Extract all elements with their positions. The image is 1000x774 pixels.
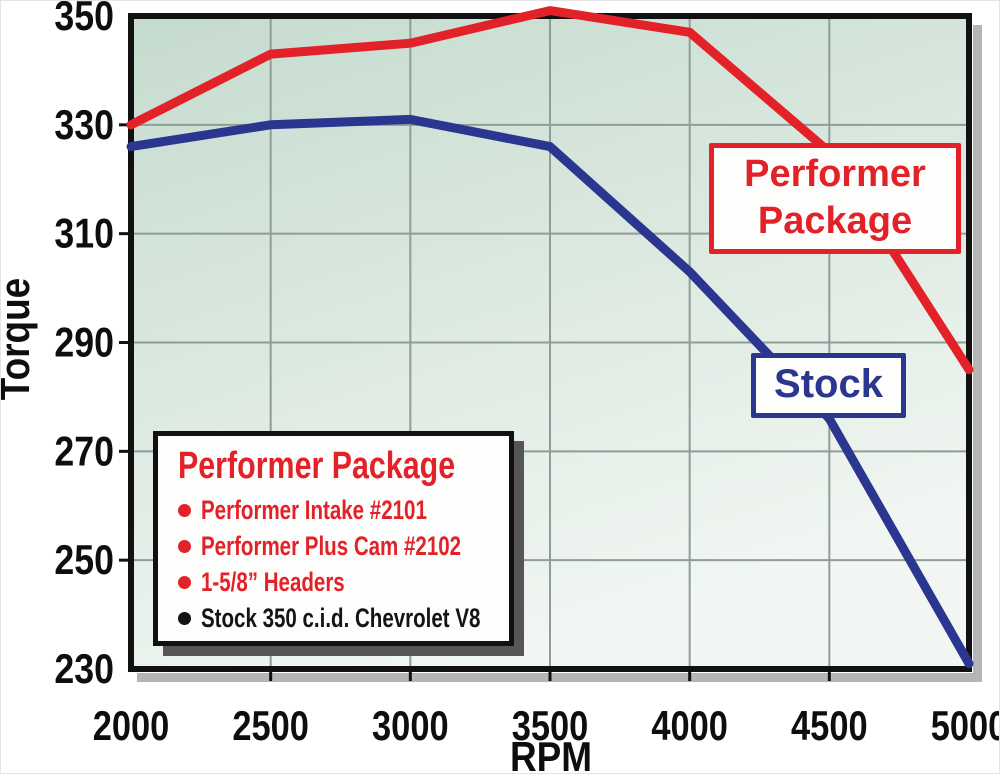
y-tick-label-250: 250 [54,538,114,584]
legend-item-text: Stock 350 c.i.d. Chevrolet V8 [201,602,481,633]
legend-item: Performer Plus Cam #2102 [178,528,495,564]
y-tick-label-230: 230 [54,646,114,692]
x-tick-label-3000: 3000 [372,703,449,750]
x-tick-label-5000: 5000 [931,703,1000,750]
performer-callout-line1: Performer [744,153,926,195]
stock-callout: Stock [751,353,906,418]
performer-callout-line2: Package [757,200,913,242]
y-tick-label-350: 350 [54,1,114,40]
x-axis-title: RPM [510,734,592,774]
legend-item: Performer Intake #2101 [178,492,495,528]
legend-item: 1-5/8” Headers [178,564,495,600]
legend-item: Stock 350 c.i.d. Chevrolet V8 [178,600,495,636]
y-axis-title: Torque [1,278,39,400]
legend-item-text: 1-5/8” Headers [201,566,345,597]
y-tick-label-290: 290 [54,320,114,366]
legend-bullet-icon [178,611,191,625]
legend-item-text: Performer Plus Cam #2102 [201,530,462,561]
legend-bullet-icon [178,539,191,553]
stock-line [126,114,974,669]
x-tick-label-2500: 2500 [232,703,309,750]
y-tick-label-270: 270 [54,429,114,475]
plot-border [128,13,972,672]
stock-callout-text: Stock [774,362,883,406]
legend-box: Performer Package Performer Intake #2101… [153,431,514,646]
x-tick-label-2000: 2000 [93,703,170,750]
legend-bullet-icon [178,503,191,517]
x-tick-label-4000: 4000 [651,703,728,750]
legend-item-list: Performer Intake #2101 Performer Plus Cam… [178,492,495,636]
y-tick-label-310: 310 [54,211,114,257]
y-tick-label-330: 330 [54,102,114,148]
legend-title: Performer Package [178,445,456,487]
x-tick-label-3500: 3500 [512,703,589,750]
legend-item-text: Performer Intake #2101 [201,494,427,525]
axis-shadow-bottom [137,673,981,682]
x-tick-label-4500: 4500 [791,703,868,750]
legend-bullet-icon [178,575,191,589]
performer-package-callout: Performer Package [709,143,961,254]
axis-shadow-right [973,25,982,682]
